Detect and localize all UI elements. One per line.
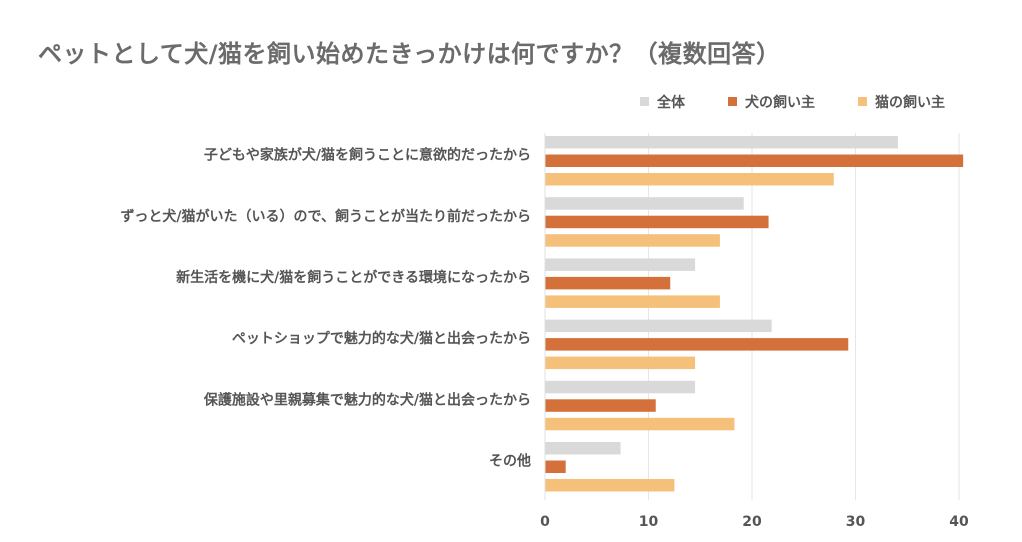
bar-dog-owner bbox=[545, 460, 566, 473]
x-tick-label: 0 bbox=[540, 514, 550, 530]
legend-label: 猫の飼い主 bbox=[875, 94, 945, 111]
bar-dog-owner bbox=[545, 399, 656, 412]
legend-swatch bbox=[858, 97, 867, 106]
bar-dog-owner bbox=[545, 154, 964, 167]
bars bbox=[545, 136, 964, 492]
category-label: 保護施設や里親募集で魅力的な犬/猫と出会ったから bbox=[203, 391, 531, 408]
bar-cat-owner bbox=[545, 356, 696, 370]
bar-all bbox=[545, 442, 621, 455]
bar-dog-owner bbox=[545, 276, 671, 290]
x-tick-label: 40 bbox=[949, 514, 969, 530]
bar-cat-owner bbox=[545, 295, 720, 308]
bar-dog-owner bbox=[545, 215, 769, 229]
legend-swatch bbox=[728, 97, 737, 106]
bar-cat-owner bbox=[545, 173, 834, 186]
bar-dog-owner bbox=[545, 338, 849, 351]
chart-title: ペットとして犬/猫を飼い始めたきっかけは何ですか？（複数回答） bbox=[38, 40, 781, 68]
bar-all bbox=[545, 258, 696, 271]
bar-all bbox=[545, 136, 898, 149]
bar-all bbox=[545, 380, 696, 394]
bar-cat-owner bbox=[545, 479, 675, 492]
legend-label: 全体 bbox=[656, 94, 686, 111]
category-label: 子どもや家族が犬/猫を飼うことに意欲的だったから bbox=[204, 147, 531, 164]
category-label: 新生活を機に犬/猫を飼うことができる環境になったから bbox=[176, 269, 531, 286]
category-label: その他 bbox=[489, 453, 531, 470]
x-tick-label: 10 bbox=[639, 514, 659, 530]
x-axis: 0 10 20 30 40 bbox=[540, 133, 969, 530]
bar-cat-owner bbox=[545, 234, 720, 247]
bar-all bbox=[545, 197, 744, 210]
category-label: ペットショップで魅力的な犬/猫と出会ったから bbox=[232, 330, 531, 347]
bar-cat-owner bbox=[545, 417, 735, 431]
category-labels: 子どもや家族が犬/猫を飼うことに意欲的だったからずっと犬/猫がいた（いる）ので、… bbox=[120, 147, 531, 470]
legend-swatch bbox=[640, 97, 649, 106]
bar-all bbox=[545, 319, 772, 333]
x-tick-label: 30 bbox=[846, 514, 866, 530]
x-tick-label: 20 bbox=[742, 514, 762, 530]
category-label: ずっと犬/猫がいた（いる）ので、飼うことが当たり前だったから bbox=[120, 208, 531, 225]
legend-label: 犬の飼い主 bbox=[745, 94, 815, 111]
legend: 全体 犬の飼い主 猫の飼い主 bbox=[640, 94, 945, 111]
